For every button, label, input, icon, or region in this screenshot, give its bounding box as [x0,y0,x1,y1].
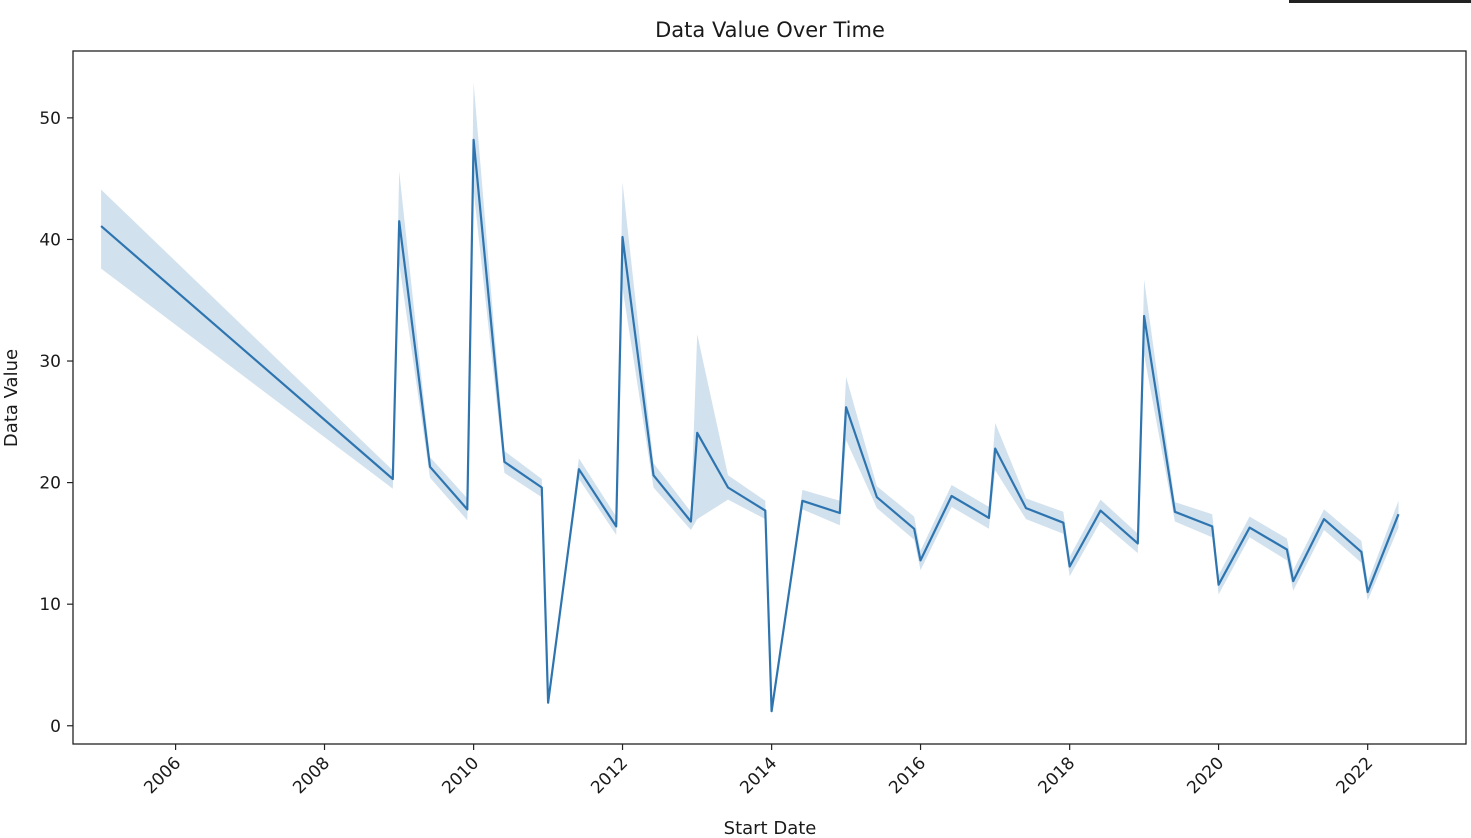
data-point [1024,506,1028,510]
data-point [621,235,625,239]
data-point [1068,565,1072,569]
confidence-band [101,82,1399,712]
data-point [428,465,432,469]
top-edge-bar [1289,0,1471,3]
data-point [397,219,401,223]
data-point [950,494,954,498]
data-point [99,224,103,228]
data-point [1397,512,1401,516]
x-axis-title: Start Date [724,818,817,838]
data-point [1136,541,1140,545]
data-point [1142,314,1146,318]
x-tick-label: 2012 [587,753,632,798]
y-tick-label: 10 [39,595,61,615]
data-point [912,527,916,531]
y-axis: 0 10 20 30 40 50 [39,109,73,737]
data-point [993,447,997,451]
data-point [1099,509,1103,513]
x-tick-label: 2014 [736,753,781,798]
data-point [1322,517,1326,521]
x-tick-label: 2022 [1332,753,1377,798]
x-tick-label: 2020 [1183,753,1228,798]
data-point [1291,579,1295,583]
chart-title: Data Value Over Time [655,18,885,42]
data-point [800,499,804,503]
data-point [844,405,848,409]
data-point [472,138,476,142]
x-tick-label: 2006 [140,753,185,798]
data-point [1061,521,1065,525]
data-point [770,709,774,713]
plot-area [99,82,1401,713]
data-point [726,486,730,490]
data-point [652,473,656,477]
x-axis: 2006 2008 2010 2012 2014 2016 2018 2020 2022 [140,744,1377,798]
data-point [1285,548,1289,552]
data-point [1248,526,1252,530]
data-point [465,507,469,511]
data-point [838,511,842,515]
x-tick-label: 2018 [1034,753,1079,798]
data-point [502,460,506,464]
y-tick-label: 30 [39,352,61,372]
data-point [689,520,693,524]
y-tick-label: 40 [39,230,61,250]
data-point [1210,524,1214,528]
data-point [919,558,923,562]
x-tick-label: 2008 [289,753,334,798]
axes-frame [72,50,1467,745]
y-tick-label: 0 [50,717,61,737]
x-tick-label: 2016 [885,753,930,798]
series-line [100,138,1400,713]
y-axis-title: Data Value [1,349,22,447]
data-point [695,431,699,435]
data-point [987,516,991,520]
data-point [577,467,581,471]
y-tick-label: 50 [39,109,61,129]
data-point [763,509,767,513]
data-point [391,477,395,481]
data-point [614,524,618,528]
data-point [1173,510,1177,514]
data-point [1366,590,1370,594]
data-point [546,701,550,705]
data-point [1359,550,1363,554]
data-point [1217,583,1221,587]
x-tick-label: 2010 [438,753,483,798]
data-point [540,486,544,490]
data-point [875,495,879,499]
y-tick-label: 20 [39,474,61,494]
